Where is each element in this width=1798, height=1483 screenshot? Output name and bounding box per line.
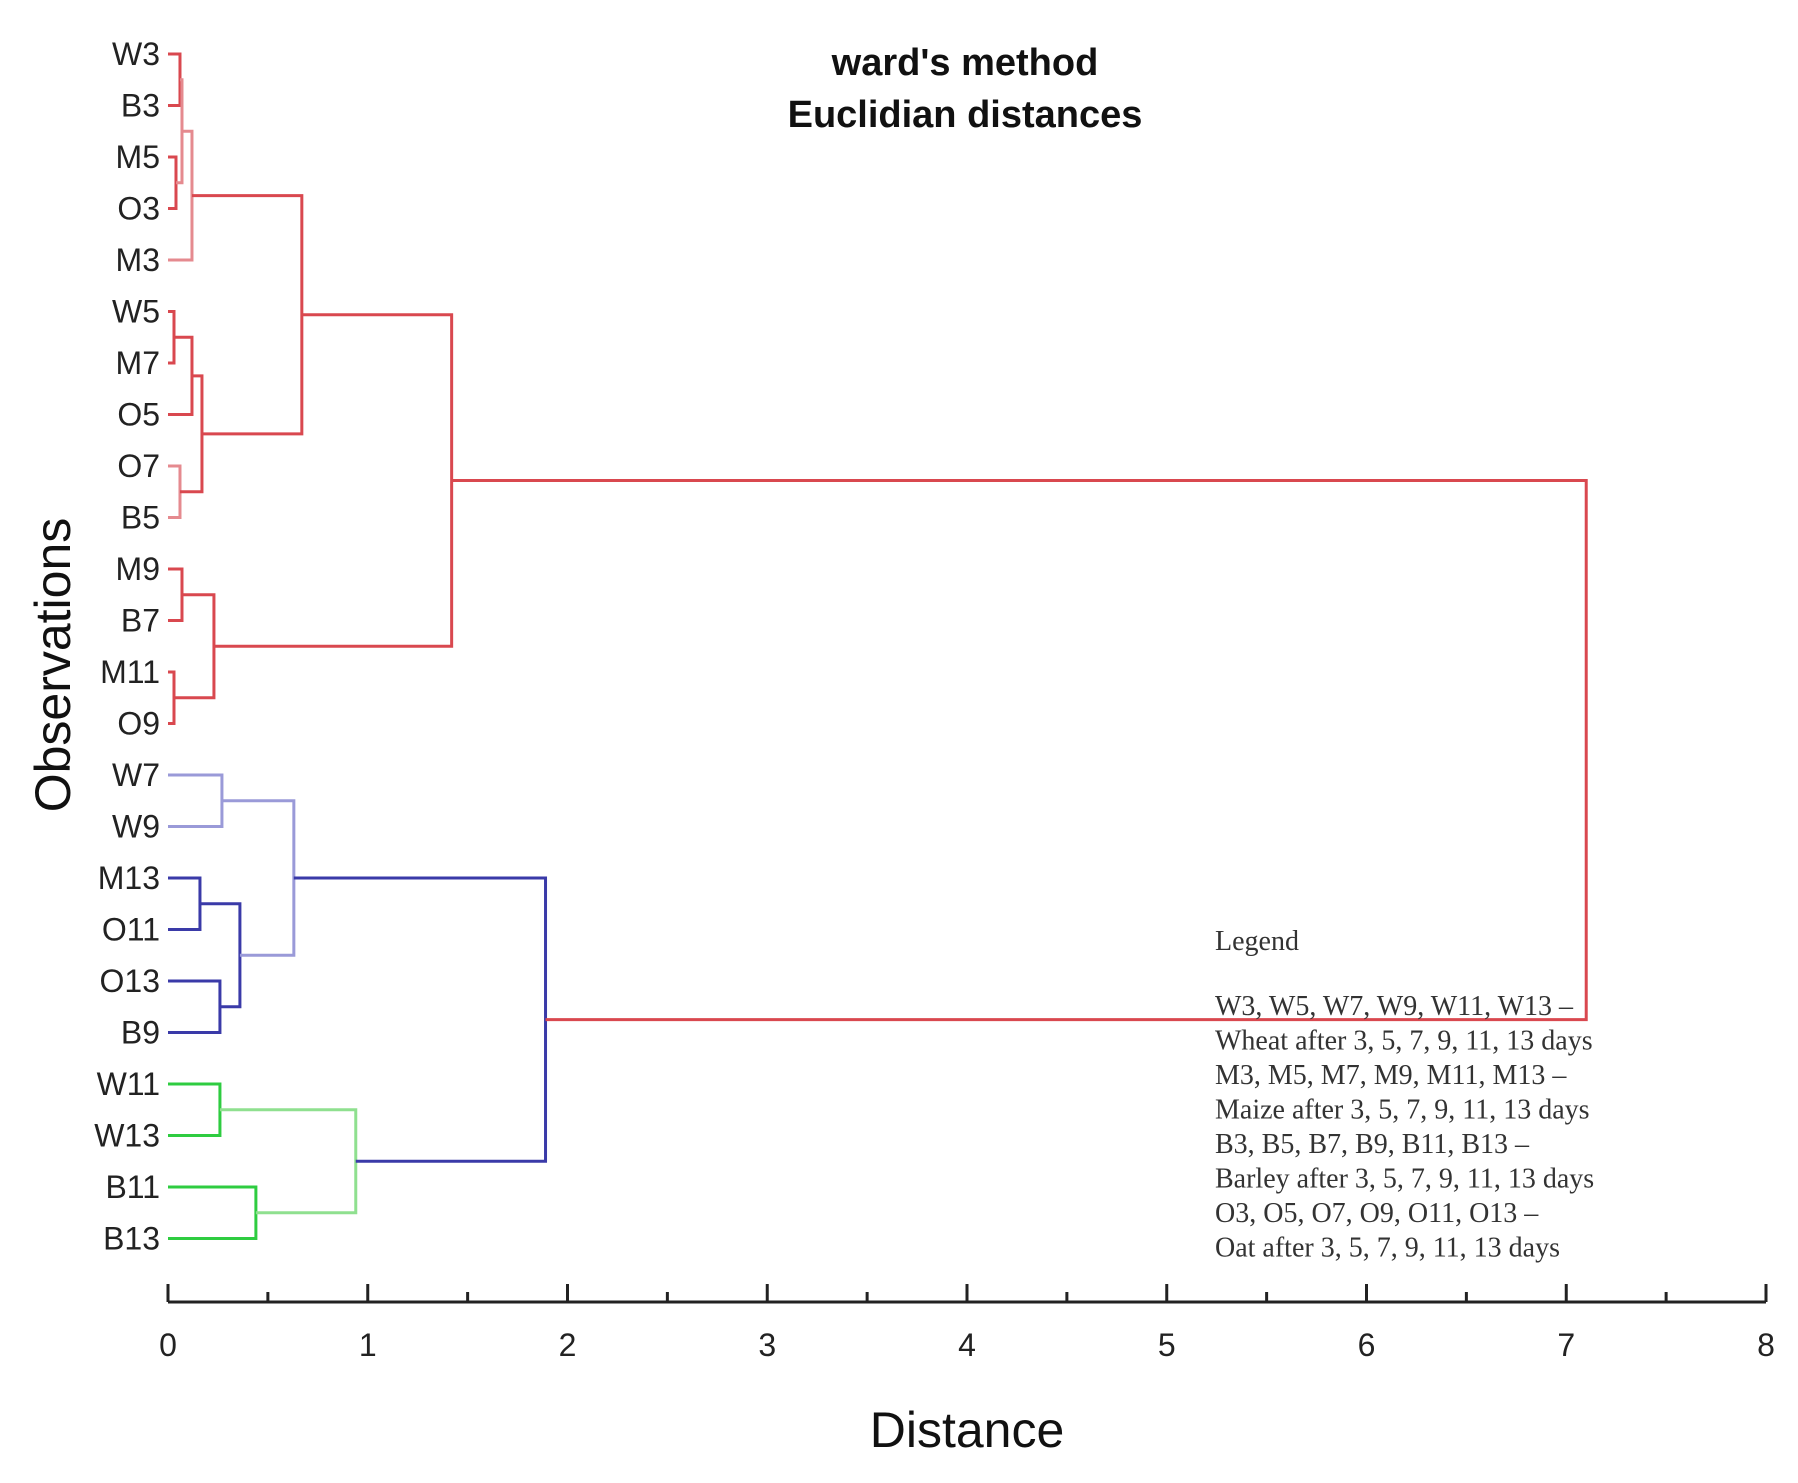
leaf-label: M7: [116, 345, 160, 381]
dendrogram-link: [168, 52, 182, 107]
leaf-label: B7: [121, 603, 160, 639]
x-axis: 0 1 2 3 4 5 6 7 8: [159, 1284, 1775, 1363]
legend: Legend W3, W5, W7, W9, W11, W13 – Wheat a…: [1215, 926, 1594, 1264]
legend-line: Oat after 3, 5, 7, 9, 11, 13 days: [1215, 1233, 1560, 1264]
x-tick-label: 6: [1358, 1327, 1376, 1363]
leaf-label: B9: [121, 1015, 160, 1051]
x-tick-label: 3: [758, 1327, 776, 1363]
legend-title: Legend: [1215, 926, 1299, 957]
x-tick-label: 5: [1158, 1327, 1176, 1363]
leaf-label: O9: [117, 706, 160, 742]
dendrogram-link: [221, 799, 296, 957]
dendrogram-link: [191, 194, 304, 436]
chart-subtitle: Euclidian distances: [788, 94, 1143, 136]
dendrogram-link: [293, 876, 548, 1163]
leaf-label: W5: [112, 294, 160, 330]
dendrogram-link: [168, 567, 184, 622]
x-axis-label: Distance: [870, 1402, 1065, 1458]
leaf-label: B11: [105, 1169, 160, 1205]
dendrogram-link: [451, 478, 1588, 1022]
leaf-label: W11: [97, 1066, 160, 1102]
leaf-label: O13: [100, 963, 160, 999]
leaf-label: M13: [98, 860, 160, 896]
leaf-label: B3: [121, 88, 160, 124]
dendrogram-link: [213, 313, 454, 648]
legend-line: B3, B5, B7, B9, B11, B13 –: [1215, 1129, 1530, 1160]
dendrogram-link: [168, 1185, 258, 1240]
leaf-label: M11: [100, 654, 160, 690]
leaf-label: W9: [112, 809, 160, 845]
dendrogram-link: [168, 155, 178, 210]
legend-line: Wheat after 3, 5, 7, 9, 11, 13 days: [1215, 1026, 1593, 1057]
dendrogram-link: [168, 876, 202, 931]
x-tick-label: 2: [559, 1327, 577, 1363]
legend-line: Barley after 3, 5, 7, 9, 11, 13 days: [1215, 1164, 1594, 1195]
dendrogram-link: [168, 310, 176, 365]
dendrogram-link: [168, 979, 222, 1034]
legend-line: Maize after 3, 5, 7, 9, 11, 13 days: [1215, 1095, 1590, 1126]
dendrogram-link: [173, 593, 216, 700]
chart-title: ward's method: [831, 42, 1099, 84]
leaf-label: M5: [116, 139, 160, 175]
leaf-label: W3: [112, 36, 160, 72]
legend-line: M3, M5, M7, M9, M11, M13 –: [1215, 1060, 1567, 1091]
dendrogram-link: [175, 78, 184, 185]
dendrogram-link: [168, 129, 194, 262]
dendrogram-links: [168, 52, 1588, 1240]
x-tick-label: 0: [159, 1327, 177, 1363]
legend-line: W3, W5, W7, W9, W11, W13 –: [1215, 991, 1574, 1022]
leaf-label: O7: [117, 448, 160, 484]
leaf-labels: W3 B3 M5 O3 M3 W5 M7 O5 O7 B5 M9 B7 M11 O9 W7 W9 M13 O11 O…: [94, 36, 160, 1257]
y-axis-label: Observations: [25, 518, 81, 813]
leaf-label: M3: [116, 242, 160, 278]
x-tick-label: 1: [359, 1327, 377, 1363]
x-tick-label: 8: [1757, 1327, 1775, 1363]
legend-line: O3, O5, O7, O9, O11, O13 –: [1215, 1198, 1539, 1229]
leaf-label: M9: [116, 551, 160, 587]
dendrogram-link: [219, 1108, 358, 1215]
leaf-label: W7: [112, 757, 160, 793]
leaf-label: O5: [117, 397, 160, 433]
leaf-label: W13: [94, 1118, 160, 1154]
dendrogram-link: [168, 335, 194, 416]
x-tick-label: 4: [958, 1327, 976, 1363]
leaf-label: O3: [117, 191, 160, 227]
x-tick-label: 7: [1557, 1327, 1575, 1363]
dendrogram-link: [168, 1082, 222, 1137]
dendrogram-link: [168, 464, 182, 519]
leaf-label: B5: [121, 500, 160, 536]
leaf-label: O11: [102, 912, 160, 948]
dendrogram-link: [168, 670, 176, 725]
leaf-label: B13: [103, 1221, 160, 1257]
dendrogram-link: [168, 773, 224, 828]
